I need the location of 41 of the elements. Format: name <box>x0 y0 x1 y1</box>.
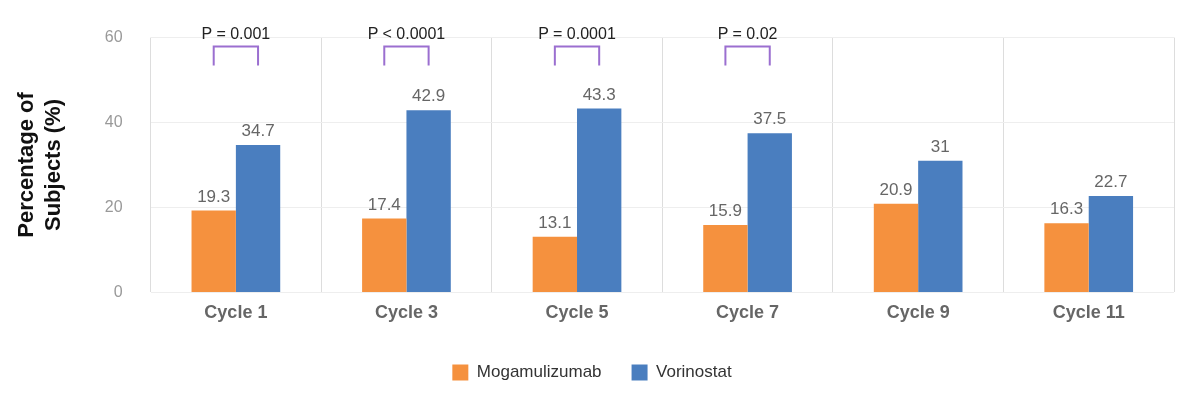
data-label: 19.3 <box>197 186 231 206</box>
x-tick-label: Cycle 11 <box>1052 302 1125 323</box>
annotation: P = 0.001 <box>201 25 271 43</box>
annotation: P = 0.0001 <box>538 25 616 43</box>
bar <box>532 236 578 292</box>
bar <box>918 160 963 292</box>
data-label: 17.4 <box>367 194 401 214</box>
bar <box>747 133 792 292</box>
legend-label: Mogamulizumab <box>476 362 602 382</box>
x-tick-label: Cycle 1 <box>204 302 268 323</box>
x-tick-label: Cycle 9 <box>886 302 950 323</box>
bar <box>873 203 919 292</box>
data-label: 31 <box>930 136 950 156</box>
bar <box>235 145 281 292</box>
data-label: 34.7 <box>241 121 275 141</box>
data-label: 20.9 <box>879 179 913 199</box>
legend-label: Vorinostat <box>656 362 732 382</box>
y-axis-title: Percentage of Subjects (%) <box>13 91 65 238</box>
y-tick-label: 40 <box>104 112 123 130</box>
bar <box>362 218 407 292</box>
x-tick-label: Cycle 7 <box>716 302 780 323</box>
data-label: 15.9 <box>708 201 742 221</box>
data-label: 22.7 <box>1094 172 1128 192</box>
bar <box>577 108 622 292</box>
y-tick-label: 0 <box>113 282 123 300</box>
data-label: 13.1 <box>538 212 572 232</box>
annotation: P = 0.02 <box>717 25 778 43</box>
bar <box>703 224 748 292</box>
x-tick-label: Cycle 3 <box>374 302 438 323</box>
annotation: P < 0.0001 <box>367 25 446 43</box>
y-tick-label: 60 <box>104 28 123 46</box>
data-label: 42.9 <box>412 86 446 106</box>
data-label: 37.5 <box>753 109 787 129</box>
data-label: 16.3 <box>1050 199 1084 219</box>
y-tick-label: 20 <box>104 197 123 215</box>
x-tick-label: Cycle 5 <box>545 302 609 323</box>
data-label: 43.3 <box>582 84 616 104</box>
bar <box>406 110 451 292</box>
bar <box>1044 223 1089 292</box>
bar <box>191 210 236 292</box>
bar <box>1088 196 1134 292</box>
